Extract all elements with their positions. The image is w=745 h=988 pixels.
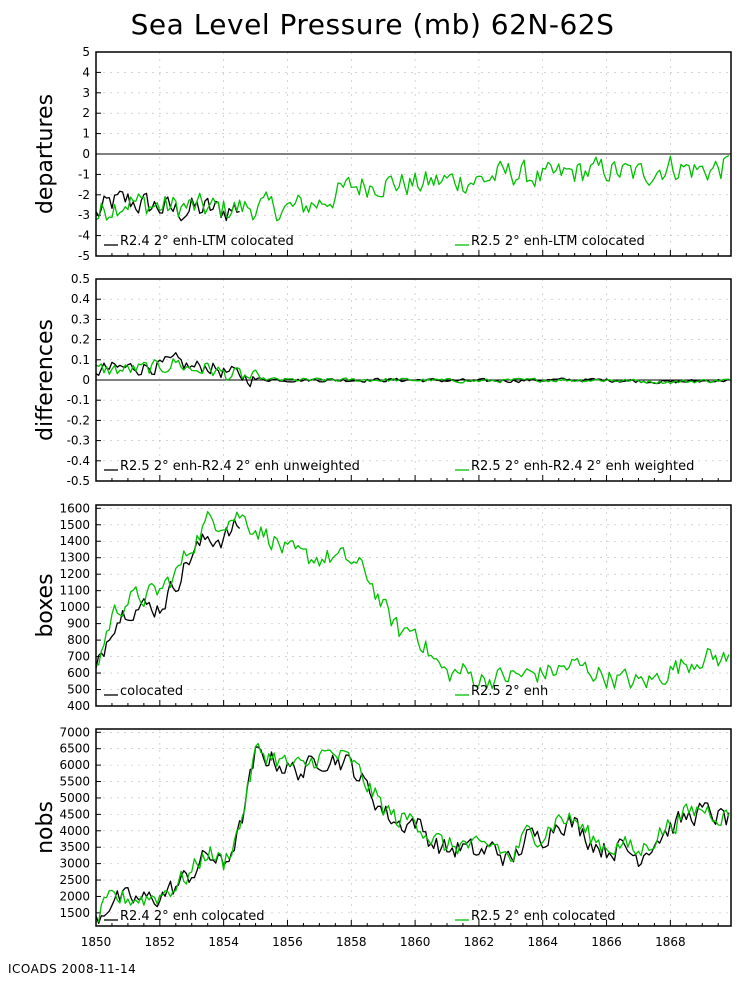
y-tick-label: 0 bbox=[82, 147, 90, 161]
y-tick-label: 5500 bbox=[59, 775, 90, 789]
y-tick-label: 0 bbox=[82, 373, 90, 387]
y-axis-label: nobs bbox=[33, 801, 58, 854]
y-tick-label: -0.3 bbox=[67, 434, 90, 448]
series-line-black bbox=[95, 746, 730, 924]
y-tick-label: 2500 bbox=[59, 873, 90, 887]
y-tick-label: 1400 bbox=[59, 534, 90, 548]
y-tick-label: 0.4 bbox=[71, 292, 90, 306]
legend-label: R2.4 2° enh-LTM colocated bbox=[120, 234, 294, 249]
series-line-green bbox=[95, 510, 730, 690]
footer-note: ICOADS 2008-11-14 bbox=[8, 962, 137, 976]
legend-label: R2.5 2° enh-R2.4 2° enh unweighted bbox=[120, 459, 360, 474]
y-tick-label: -0.5 bbox=[67, 474, 90, 488]
y-tick-label: 6000 bbox=[59, 758, 90, 772]
y-tick-label: 900 bbox=[67, 617, 90, 631]
y-tick-label: -5 bbox=[78, 249, 90, 263]
x-tick-label: 1862 bbox=[464, 935, 495, 949]
legend-label: colocated bbox=[120, 684, 183, 699]
y-tick-label: 3 bbox=[82, 86, 90, 100]
legend-label: R2.5 2° enh-LTM colocated bbox=[471, 234, 645, 249]
y-axis-label: departures bbox=[33, 94, 58, 214]
y-tick-label: 1100 bbox=[59, 584, 90, 598]
y-tick-label: 700 bbox=[67, 650, 90, 664]
series-line-green bbox=[95, 358, 729, 385]
x-tick-label: 1860 bbox=[400, 935, 431, 949]
y-tick-label: 500 bbox=[67, 683, 90, 697]
y-tick-label: 400 bbox=[67, 699, 90, 713]
y-tick-label: 4500 bbox=[59, 807, 90, 821]
panel-differences: 0.5 0.4 0.3 0.2 0.1 0 -0.1 -0.2 -0.3 -0.4 -0.5 diff… bbox=[33, 272, 732, 488]
x-tick-label: 1868 bbox=[655, 935, 686, 949]
legend-label: R2.5 2° enh colocated bbox=[471, 909, 615, 924]
y-axis-label: boxes bbox=[33, 573, 58, 637]
x-tick-label: 1864 bbox=[527, 935, 558, 949]
series-line-black bbox=[95, 518, 241, 669]
y-tick-label: -3 bbox=[78, 208, 90, 222]
y-tick-label: 5 bbox=[82, 45, 90, 59]
y-tick-label: 2 bbox=[82, 106, 90, 120]
series-line-green bbox=[95, 155, 730, 222]
x-tick-label: 1852 bbox=[145, 935, 176, 949]
x-tick-label: 1856 bbox=[272, 935, 303, 949]
chart-title: Sea Level Pressure (mb) 62N-62S bbox=[130, 8, 615, 41]
y-tick-label: 3000 bbox=[59, 857, 90, 871]
panel-nobs: 7000 6500 6000 5500 5000 4500 4000 3500 3000 2500… bbox=[33, 725, 732, 927]
legend-label: R2.5 2° enh bbox=[471, 684, 548, 699]
panel-departures: 5 4 3 2 1 0 -1 -2 -3 -4 -5 departures R2.4 2° enh-LT… bbox=[33, 45, 732, 263]
y-tick-label: -1 bbox=[78, 167, 90, 181]
y-tick-label: -0.1 bbox=[67, 393, 90, 407]
y-tick-label: 7000 bbox=[59, 725, 90, 739]
x-tick-label: 1850 bbox=[81, 935, 112, 949]
y-tick-label: 4 bbox=[82, 65, 90, 79]
y-tick-label: 0.2 bbox=[71, 333, 90, 347]
plot-frame bbox=[95, 504, 732, 707]
x-tick-label: 1866 bbox=[591, 935, 622, 949]
y-tick-label: 1600 bbox=[59, 501, 90, 515]
legend-label: R2.4 2° enh colocated bbox=[120, 909, 264, 924]
x-tick-label: 1858 bbox=[336, 935, 367, 949]
y-tick-label: 5000 bbox=[59, 791, 90, 805]
y-tick-label: 0.1 bbox=[71, 353, 90, 367]
plot-frame bbox=[95, 728, 732, 927]
panel-boxes: 1600 1500 1400 1300 1200 1100 1000 900 800 700 600… bbox=[33, 501, 732, 713]
y-tick-label: -0.4 bbox=[67, 454, 90, 468]
y-tick-label: 4000 bbox=[59, 824, 90, 838]
y-tick-label: 6500 bbox=[59, 742, 90, 756]
series-line-black bbox=[95, 190, 240, 222]
y-tick-label: 1 bbox=[82, 127, 90, 141]
y-axis-label: differences bbox=[33, 319, 58, 441]
y-tick-label: -2 bbox=[78, 188, 90, 202]
y-tick-label: 1200 bbox=[59, 567, 90, 581]
plot-frame bbox=[95, 278, 732, 482]
x-tick-label: 1854 bbox=[208, 935, 239, 949]
y-tick-label: 800 bbox=[67, 633, 90, 647]
y-tick-label: 1300 bbox=[59, 551, 90, 565]
y-tick-label: 2000 bbox=[59, 889, 90, 903]
y-tick-label: 3500 bbox=[59, 840, 90, 854]
legend-label: R2.5 2° enh-R2.4 2° enh weighted bbox=[471, 459, 694, 474]
y-tick-label: 600 bbox=[67, 666, 90, 680]
plot-frame bbox=[95, 51, 732, 257]
series-line-green bbox=[95, 742, 730, 923]
y-tick-label: 1500 bbox=[59, 518, 90, 532]
y-tick-label: -4 bbox=[78, 229, 90, 243]
y-tick-label: -0.2 bbox=[67, 413, 90, 427]
y-tick-label: 1000 bbox=[59, 600, 90, 614]
y-tick-label: 0.5 bbox=[71, 272, 90, 286]
y-tick-label: 1500 bbox=[59, 906, 90, 920]
y-tick-label: 0.3 bbox=[71, 312, 90, 326]
